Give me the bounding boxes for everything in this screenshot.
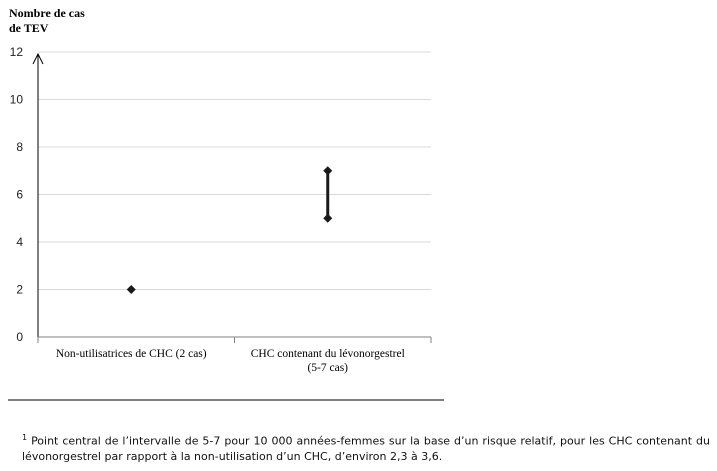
y-tick-labels: 0 2 4 6 8 10 12 <box>10 45 24 344</box>
y-axis-label-line: de TEV <box>9 21 49 35</box>
category-label: (5-7 cas) <box>307 362 348 374</box>
footnote-marker: 1 <box>22 433 28 442</box>
category-label: CHC contenant du lévonorgestrel <box>251 348 405 360</box>
y-tick-label: 10 <box>10 93 24 107</box>
y-tick-label: 0 <box>16 330 23 344</box>
y-tick-label: 8 <box>16 140 23 154</box>
data-marks <box>126 166 333 294</box>
y-tick-label: 12 <box>10 45 24 59</box>
category-labels: Non-utilisatrices de CHC (2 cas) CHC cont… <box>56 348 405 374</box>
gridlines <box>38 51 431 290</box>
y-tick-label: 2 <box>16 283 23 297</box>
axes <box>32 52 432 343</box>
footnote: 1 Point central de l’intervalle de 5-7 p… <box>22 430 710 464</box>
y-tick-label: 6 <box>16 188 23 202</box>
y-axis-arrow <box>32 52 44 65</box>
footnote-text: Point central de l’intervalle de 5-7 pou… <box>22 434 710 463</box>
data-point <box>323 213 333 223</box>
y-axis-label-line: Nombre de cas <box>9 6 85 20</box>
data-point <box>323 166 333 176</box>
data-point <box>126 285 136 294</box>
category-label: Non-utilisatrices de CHC (2 cas) <box>56 348 207 360</box>
y-tick-label: 4 <box>16 235 23 249</box>
